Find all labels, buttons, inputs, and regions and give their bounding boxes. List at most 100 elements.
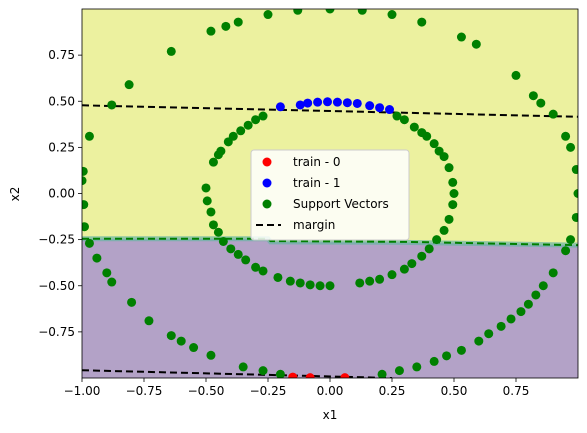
y-axis-label: x2 xyxy=(8,187,22,202)
point-support-vectors-86 xyxy=(258,111,268,121)
point-support-vectors-13 xyxy=(536,98,546,108)
point-support-vectors-49 xyxy=(84,238,94,248)
legend-label: margin xyxy=(293,218,335,232)
point-support-vectors-18 xyxy=(573,189,578,198)
point-support-vectors-72 xyxy=(439,225,449,235)
point-support-vectors-25 xyxy=(523,299,533,309)
point-support-vectors-12 xyxy=(528,91,538,101)
point-support-vectors-3 xyxy=(293,9,303,15)
point-support-vectors-60 xyxy=(305,280,315,290)
point-support-vectors-79 xyxy=(434,146,444,156)
point-support-vectors-106 xyxy=(273,272,283,282)
legend-marker xyxy=(262,178,272,188)
point-support-vectors-105 xyxy=(258,266,268,276)
margin-line-1 xyxy=(82,369,393,378)
point-train-1-8 xyxy=(365,101,375,111)
legend-marker xyxy=(262,157,272,167)
x-tick-label: 0.50 xyxy=(441,384,468,398)
point-train-1-0 xyxy=(275,102,285,112)
point-train-1-10 xyxy=(385,105,395,115)
point-train-1-7 xyxy=(352,98,362,108)
point-train-1-5 xyxy=(332,97,342,107)
x-tick-label: 0.25 xyxy=(379,384,406,398)
point-train-1-2 xyxy=(303,98,313,108)
y-tick-label: 0.75 xyxy=(48,48,75,62)
point-support-vectors-66 xyxy=(387,270,397,280)
point-support-vectors-74 xyxy=(448,200,458,210)
point-support-vectors-68 xyxy=(407,259,417,269)
point-support-vectors-41 xyxy=(189,343,199,353)
point-train-0-0 xyxy=(288,372,298,378)
point-support-vectors-17 xyxy=(571,165,578,175)
point-support-vectors-93 xyxy=(213,150,223,160)
point-support-vectors-53 xyxy=(84,131,94,141)
point-support-vectors-24 xyxy=(531,290,541,300)
y-axis-ticks: 0.75 0.50 0.25 0.00 −0.25 −0.50 −0.75 xyxy=(38,48,82,339)
y-tick-label: −0.75 xyxy=(38,325,75,339)
point-support-vectors-52 xyxy=(82,176,87,186)
point-support-vectors-85 xyxy=(392,111,402,121)
point-support-vectors-57 xyxy=(82,166,88,176)
point-support-vectors-82 xyxy=(417,128,427,138)
x-tick-label: 0.75 xyxy=(503,384,530,398)
legend-box xyxy=(250,149,410,241)
point-support-vectors-69 xyxy=(417,251,427,261)
point-support-vectors-31 xyxy=(456,345,466,355)
y-tick-label: −0.50 xyxy=(38,279,75,293)
point-support-vectors-100 xyxy=(218,236,228,246)
y-tick-label: 0.25 xyxy=(48,140,75,154)
point-support-vectors-58 xyxy=(325,281,335,291)
point-support-vectors-11 xyxy=(511,70,521,80)
point-support-vectors-35 xyxy=(394,366,404,376)
point-support-vectors-5 xyxy=(233,17,243,27)
point-support-vectors-80 xyxy=(429,139,439,149)
x-tick-label: −0.75 xyxy=(126,384,163,398)
point-train-0-1 xyxy=(305,373,315,378)
y-tick-label: 0.50 xyxy=(48,94,75,108)
point-support-vectors-19 xyxy=(571,212,578,222)
point-support-vectors-39 xyxy=(238,362,248,372)
point-train-1-1 xyxy=(295,100,305,110)
point-support-vectors-104 xyxy=(251,262,261,272)
point-support-vectors-46 xyxy=(107,277,117,287)
point-support-vectors-29 xyxy=(484,329,494,339)
point-train-1-9 xyxy=(375,103,385,113)
point-support-vectors-20 xyxy=(566,235,576,245)
point-train-0-2 xyxy=(340,373,350,378)
y-tick-label: 0.00 xyxy=(48,187,75,201)
point-support-vectors-70 xyxy=(424,244,434,254)
point-support-vectors-45 xyxy=(127,297,137,307)
point-support-vectors-34 xyxy=(412,362,422,372)
point-support-vectors-48 xyxy=(92,253,102,263)
point-support-vectors-8 xyxy=(417,17,427,27)
legend-marker xyxy=(262,199,272,209)
point-support-vectors-36 xyxy=(377,369,387,378)
point-train-1-4 xyxy=(323,97,333,107)
point-support-vectors-32 xyxy=(442,351,452,361)
point-support-vectors-27 xyxy=(506,314,516,324)
point-support-vectors-4 xyxy=(263,10,273,20)
point-support-vectors-9 xyxy=(456,32,466,42)
point-support-vectors-2 xyxy=(387,10,397,20)
point-support-vectors-54 xyxy=(107,100,117,110)
region-lower xyxy=(82,238,578,378)
point-support-vectors-30 xyxy=(474,336,484,346)
legend-label: Support Vectors xyxy=(293,197,389,211)
point-support-vectors-6 xyxy=(221,21,231,31)
point-support-vectors-103 xyxy=(241,255,251,265)
margin-lines xyxy=(82,104,578,378)
point-support-vectors-96 xyxy=(202,196,212,206)
point-support-vectors-91 xyxy=(223,137,233,147)
point-support-vectors-73 xyxy=(444,214,454,224)
x-tick-label: −0.25 xyxy=(250,384,287,398)
point-support-vectors-42 xyxy=(176,336,186,346)
point-support-vectors-23 xyxy=(538,281,548,291)
point-support-vectors-1 xyxy=(357,9,367,15)
point-support-vectors-21 xyxy=(561,246,571,256)
point-train-1-3 xyxy=(313,97,323,107)
point-support-vectors-28 xyxy=(496,321,506,331)
point-support-vectors-56 xyxy=(166,46,176,56)
x-tick-label: −1.00 xyxy=(64,384,101,398)
point-support-vectors-10 xyxy=(471,39,481,49)
